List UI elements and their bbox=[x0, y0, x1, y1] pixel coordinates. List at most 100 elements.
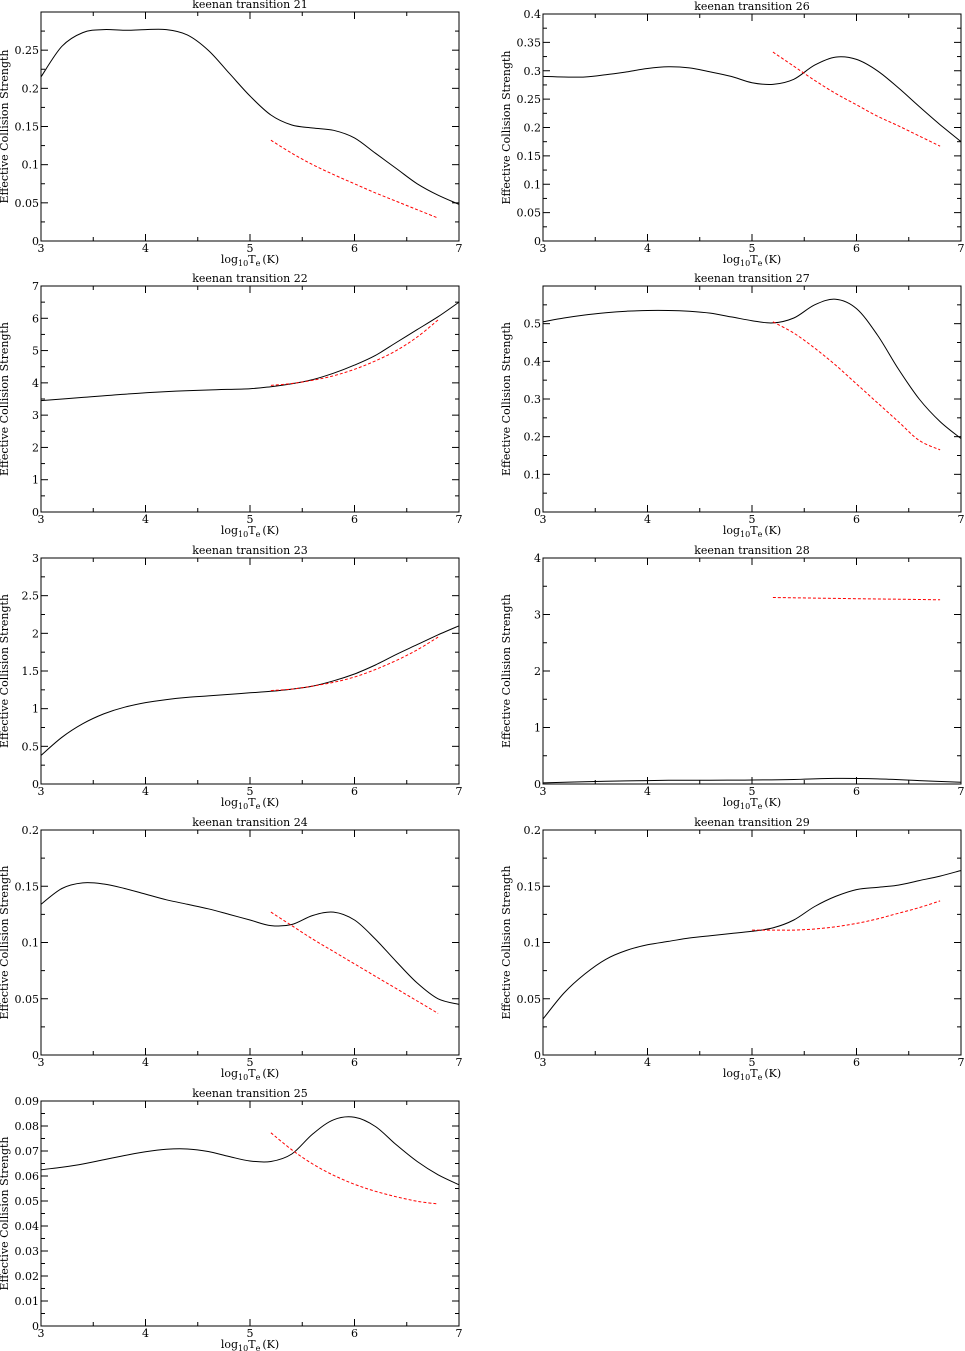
y-tick-label: 0 bbox=[32, 235, 39, 248]
chart-panel-7: 3 4 5 6 7 0 0.05 0.1 0.15 0.2 keenan transition 29… bbox=[500, 816, 965, 1082]
x-tick-label: 6 bbox=[351, 242, 358, 255]
x-axis-label-sub: 10 bbox=[740, 530, 750, 539]
y-tick-label: 3 bbox=[534, 609, 541, 622]
x-tick-label: 3 bbox=[540, 785, 547, 798]
y-tick-label: 6 bbox=[32, 312, 39, 325]
x-tick-label: 6 bbox=[351, 513, 358, 526]
chart-panel-3: 3 4 5 6 7 0 0.1 0.2 0.3 0.4 0.5 keenan transition 2… bbox=[500, 272, 965, 539]
y-tick-label: 0.01 bbox=[15, 1295, 40, 1308]
y-tick-label: 3 bbox=[32, 552, 39, 565]
y-axis-label: Effective Collision Strength bbox=[500, 51, 513, 205]
x-tick-label: 5 bbox=[749, 785, 756, 798]
plot-frame bbox=[40, 829, 460, 1056]
y-tick-label: 0.15 bbox=[517, 150, 542, 163]
x-tick-label: 5 bbox=[247, 513, 254, 526]
y-tick-label: 0 bbox=[32, 506, 39, 519]
y-tick-label: 0.15 bbox=[15, 121, 40, 134]
x-axis-label-sub: 10 bbox=[238, 1073, 248, 1082]
x-tick-label: 5 bbox=[247, 1327, 254, 1340]
x-axis-label-T: T bbox=[248, 1338, 256, 1351]
x-tick-label: 7 bbox=[456, 1056, 463, 1069]
x-tick-label: 3 bbox=[38, 242, 45, 255]
y-tick-label: 0.09 bbox=[15, 1095, 40, 1108]
chart-title: keenan transition 29 bbox=[694, 816, 810, 829]
x-tick-label: 4 bbox=[142, 1327, 149, 1340]
y-tick-label: 0 bbox=[32, 1049, 39, 1062]
series-dashed-line bbox=[772, 321, 941, 451]
plot-frame bbox=[40, 557, 460, 785]
y-tick-label: 2 bbox=[534, 665, 541, 678]
x-axis-label-sub: 10 bbox=[740, 802, 750, 811]
x-tick-label: 6 bbox=[351, 785, 358, 798]
plot-frame bbox=[542, 13, 962, 242]
y-axis-label: Effective Collision Strength bbox=[0, 1137, 11, 1291]
series-solid-line bbox=[40, 301, 460, 402]
y-tick-label: 0 bbox=[32, 1320, 39, 1333]
y-tick-label: 0.4 bbox=[524, 8, 542, 21]
chart-title: keenan transition 21 bbox=[192, 0, 308, 11]
x-axis-label-unit: (K) bbox=[262, 253, 279, 266]
plot-frame bbox=[542, 829, 962, 1056]
y-tick-label: 0 bbox=[534, 778, 541, 791]
y-tick-label: 0.1 bbox=[22, 159, 40, 172]
x-axis-label-log: log bbox=[221, 796, 238, 809]
chart-panel-0: 3 4 5 6 7 0 0.05 0.1 0.15 0.2 0.25 keenan transitio… bbox=[0, 0, 463, 268]
x-tick-label: 5 bbox=[247, 242, 254, 255]
chart-title: keenan transition 26 bbox=[694, 0, 810, 13]
series-dashed-line bbox=[270, 319, 439, 386]
chart-title: keenan transition 28 bbox=[694, 544, 810, 557]
x-axis-label-log: log bbox=[221, 524, 238, 537]
y-tick-label: 0.1 bbox=[524, 178, 542, 191]
x-tick-label: 3 bbox=[540, 242, 547, 255]
plot-frame bbox=[542, 285, 962, 513]
y-tick-label: 0.25 bbox=[15, 44, 40, 57]
x-tick-label: 4 bbox=[644, 785, 651, 798]
x-axis-label-log: log bbox=[221, 1338, 238, 1351]
y-tick-label: 0.05 bbox=[15, 993, 40, 1006]
y-tick-label: 0.08 bbox=[15, 1120, 40, 1133]
y-tick-label: 1 bbox=[32, 474, 39, 487]
x-tick-label: 3 bbox=[38, 785, 45, 798]
y-axis-label: Effective Collision Strength bbox=[500, 866, 513, 1020]
y-tick-label: 0.2 bbox=[524, 824, 542, 837]
x-tick-label: 4 bbox=[142, 785, 149, 798]
y-tick-label: 0.07 bbox=[15, 1145, 40, 1158]
x-axis-label-e: e bbox=[256, 802, 261, 811]
x-axis-label-sub: 10 bbox=[238, 259, 248, 268]
y-tick-label: 2 bbox=[32, 441, 39, 454]
x-tick-label: 3 bbox=[540, 513, 547, 526]
x-axis-label: log10Te (K) bbox=[221, 796, 279, 811]
x-axis-label-e: e bbox=[256, 530, 261, 539]
y-tick-label: 0.2 bbox=[524, 122, 542, 135]
x-axis-label-e: e bbox=[758, 1073, 763, 1082]
y-tick-label: 0.5 bbox=[22, 740, 40, 753]
y-axis-label: Effective Collision Strength bbox=[500, 322, 513, 476]
x-tick-label: 7 bbox=[456, 513, 463, 526]
y-tick-label: 0.2 bbox=[22, 82, 40, 95]
y-axis-label: Effective Collision Strength bbox=[0, 866, 11, 1020]
y-tick-label: 1 bbox=[32, 703, 39, 716]
x-axis-label-sub: 10 bbox=[740, 1073, 750, 1082]
y-tick-label: 0 bbox=[534, 506, 541, 519]
x-tick-label: 3 bbox=[38, 1056, 45, 1069]
chart-title: keenan transition 23 bbox=[192, 544, 308, 557]
x-tick-label: 5 bbox=[749, 1056, 756, 1069]
y-tick-label: 3 bbox=[32, 409, 39, 422]
series-dashed-line bbox=[270, 911, 439, 1014]
chart-title: keenan transition 27 bbox=[694, 272, 810, 285]
y-axis-label: Effective Collision Strength bbox=[0, 322, 11, 476]
x-tick-label: 5 bbox=[749, 242, 756, 255]
series-solid-line bbox=[542, 298, 962, 439]
chart-panel-4: 3 4 5 6 7 0 0.5 1 1.5 2 2.5 3 keenan transition 23 lo… bbox=[0, 544, 463, 811]
y-axis-label: Effective Collision Strength bbox=[0, 50, 11, 204]
x-axis-label-T: T bbox=[750, 524, 758, 537]
x-axis-label-sub: 10 bbox=[238, 802, 248, 811]
x-tick-label: 7 bbox=[958, 1056, 965, 1069]
plot-frame bbox=[542, 557, 962, 785]
x-axis-label-e: e bbox=[256, 1073, 261, 1082]
series-dashed-line bbox=[772, 51, 941, 147]
x-axis-label-T: T bbox=[248, 1067, 256, 1080]
x-axis-label: log10Te (K) bbox=[723, 796, 781, 811]
x-axis-label-sub: 10 bbox=[238, 530, 248, 539]
x-tick-label: 7 bbox=[456, 785, 463, 798]
